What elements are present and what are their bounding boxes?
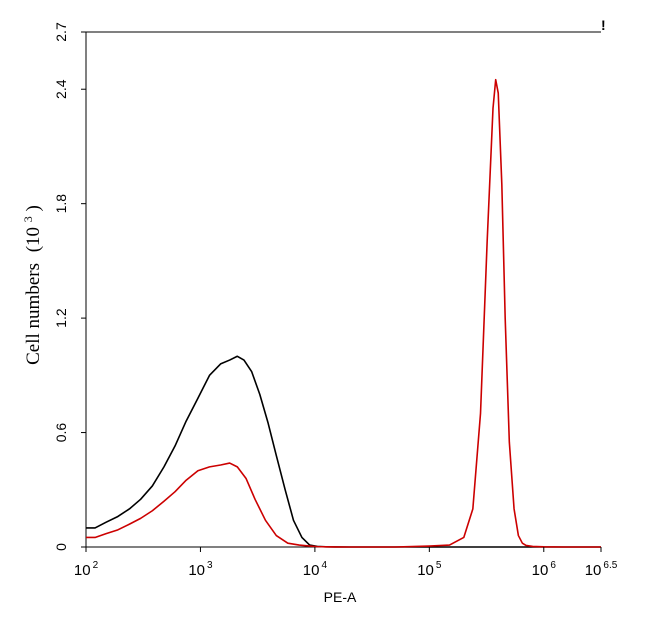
y-tick-label: 0.6 xyxy=(53,423,69,443)
series-line-2 xyxy=(86,78,601,548)
y-tick-label: 1.8 xyxy=(53,194,69,214)
y-axis-label-text: Cell numbers xyxy=(23,263,44,365)
x-axis-label: PE-A xyxy=(324,589,357,605)
y-tick-label: 2.7 xyxy=(53,22,69,42)
plot-frame xyxy=(85,31,601,548)
y-axis-label-unit-exp: 3 xyxy=(21,216,35,222)
y-axis-label: Cell numbers (10 3 ) xyxy=(16,205,44,365)
y-axis-label-unit-close: ) xyxy=(23,205,44,211)
y-axis-ticks: 0 0.6 1.2 1.8 2.4 2.7 xyxy=(53,22,86,551)
series-layer xyxy=(86,78,601,548)
y-tick-label: 1.2 xyxy=(53,308,69,328)
x-tick-label: 10 4 xyxy=(303,560,328,579)
x-axis-ticks: 10 2 10 3 10 4 10 5 10 6 10 6.5 xyxy=(74,547,618,579)
corner-mark: ! xyxy=(601,17,606,33)
x-tick-label: 10 2 xyxy=(74,560,99,579)
x-tick-label: 10 3 xyxy=(188,560,213,579)
y-tick-label: 0 xyxy=(53,543,69,551)
x-tick-label: 10 6 xyxy=(532,560,557,579)
y-axis-label-unit-base: (10 xyxy=(23,227,44,252)
y-tick-label: 2.4 xyxy=(53,79,69,99)
x-tick-label: 10 5 xyxy=(417,560,442,579)
series-line-1 xyxy=(86,355,601,548)
x-tick-label: 10 6.5 xyxy=(585,560,618,579)
